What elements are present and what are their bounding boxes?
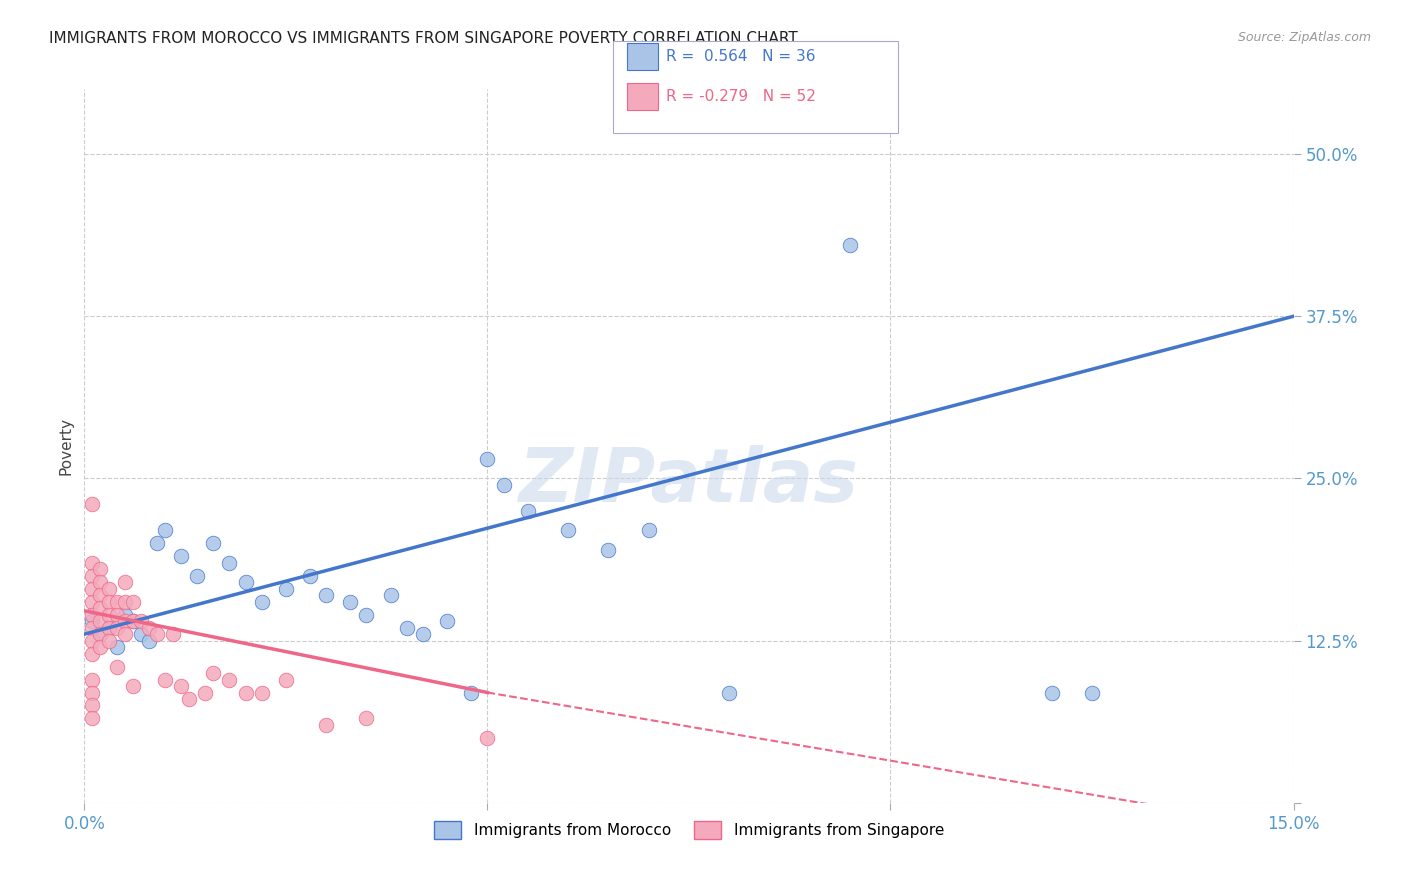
- Point: [82, 647, 104, 661]
- Point: [138, 633, 160, 648]
- Point: [202, 536, 225, 550]
- Point: [105, 640, 128, 654]
- Point: [82, 711, 104, 725]
- Point: [1081, 685, 1104, 699]
- Point: [250, 685, 273, 699]
- Point: [82, 685, 104, 699]
- Point: [97, 595, 120, 609]
- Point: [218, 673, 240, 687]
- Text: R = -0.279   N = 52: R = -0.279 N = 52: [666, 89, 817, 103]
- Point: [89, 562, 111, 576]
- Point: [460, 685, 482, 699]
- Point: [89, 575, 111, 590]
- Point: [274, 673, 297, 687]
- Point: [477, 452, 499, 467]
- Point: [186, 568, 208, 582]
- Point: [202, 666, 225, 681]
- Text: Source: ZipAtlas.com: Source: ZipAtlas.com: [1237, 31, 1371, 45]
- Point: [718, 685, 741, 699]
- Point: [356, 607, 378, 622]
- Point: [170, 549, 193, 564]
- Point: [315, 588, 337, 602]
- Point: [138, 621, 160, 635]
- Point: [637, 524, 659, 538]
- Point: [82, 673, 104, 687]
- Point: [82, 698, 104, 713]
- Point: [105, 659, 128, 673]
- Point: [477, 731, 499, 745]
- Point: [82, 568, 104, 582]
- Point: [82, 582, 104, 596]
- Point: [380, 588, 402, 602]
- Point: [598, 542, 620, 557]
- Point: [82, 633, 104, 648]
- Point: [299, 568, 322, 582]
- Point: [516, 504, 538, 518]
- Point: [114, 575, 136, 590]
- Point: [1040, 685, 1063, 699]
- Point: [492, 478, 515, 492]
- Point: [82, 607, 104, 622]
- Point: [121, 614, 143, 628]
- Point: [339, 595, 361, 609]
- Point: [89, 614, 111, 628]
- Point: [557, 524, 579, 538]
- Point: [114, 607, 136, 622]
- Point: [170, 679, 193, 693]
- Point: [356, 711, 378, 725]
- Point: [235, 685, 257, 699]
- Point: [162, 627, 184, 641]
- Point: [89, 627, 111, 641]
- Point: [97, 582, 120, 596]
- Point: [121, 595, 143, 609]
- Point: [395, 621, 418, 635]
- Point: [194, 685, 217, 699]
- Point: [146, 627, 169, 641]
- Text: IMMIGRANTS FROM MOROCCO VS IMMIGRANTS FROM SINGAPORE POVERTY CORRELATION CHART: IMMIGRANTS FROM MOROCCO VS IMMIGRANTS FR…: [49, 31, 799, 46]
- Point: [412, 627, 434, 641]
- Point: [250, 595, 273, 609]
- Point: [129, 627, 152, 641]
- Point: [153, 673, 176, 687]
- Point: [114, 595, 136, 609]
- Point: [82, 614, 104, 628]
- Point: [218, 556, 240, 570]
- Point: [146, 536, 169, 550]
- Text: ZIPatlas: ZIPatlas: [519, 445, 859, 518]
- Point: [235, 575, 257, 590]
- Point: [114, 614, 136, 628]
- Point: [82, 497, 104, 511]
- Point: [97, 621, 120, 635]
- Point: [97, 621, 120, 635]
- Point: [114, 627, 136, 641]
- Point: [97, 633, 120, 648]
- Point: [82, 556, 104, 570]
- Point: [179, 692, 201, 706]
- Point: [129, 614, 152, 628]
- Point: [436, 614, 458, 628]
- Point: [97, 607, 120, 622]
- Legend: Immigrants from Morocco, Immigrants from Singapore: Immigrants from Morocco, Immigrants from…: [427, 815, 950, 845]
- Point: [274, 582, 297, 596]
- Point: [82, 621, 104, 635]
- Point: [105, 607, 128, 622]
- Point: [839, 238, 862, 252]
- Point: [89, 627, 111, 641]
- Point: [89, 601, 111, 615]
- Point: [89, 640, 111, 654]
- Point: [105, 621, 128, 635]
- Point: [105, 595, 128, 609]
- Point: [315, 718, 337, 732]
- Point: [82, 595, 104, 609]
- Point: [121, 679, 143, 693]
- Point: [121, 614, 143, 628]
- Text: R =  0.564   N = 36: R = 0.564 N = 36: [666, 49, 815, 63]
- Point: [89, 588, 111, 602]
- Y-axis label: Poverty: Poverty: [58, 417, 73, 475]
- Point: [153, 524, 176, 538]
